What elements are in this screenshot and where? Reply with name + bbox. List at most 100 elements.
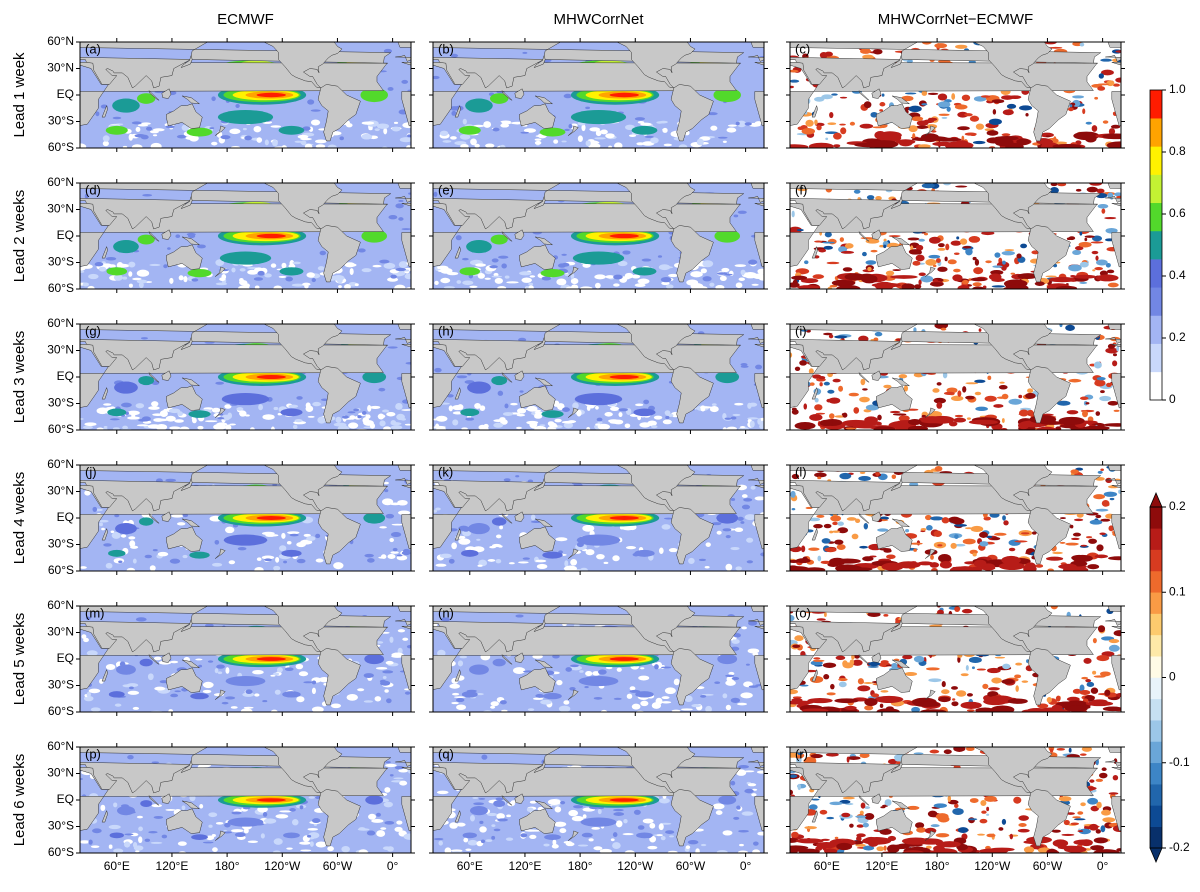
land [166,103,203,129]
field-blob [740,692,753,699]
field-blob [547,421,555,427]
field-blob [790,144,809,148]
field-blob [1040,132,1054,138]
field-blob [532,697,544,700]
field-blob [190,692,209,700]
field-blob [525,408,537,411]
field-blob [404,273,411,280]
field-blob [1097,470,1103,474]
field-blob [863,682,874,684]
field-blob [102,427,108,430]
field-blob [237,547,247,551]
field-blob [85,616,91,620]
field-blob [617,260,628,267]
field-blob [1070,469,1079,474]
field-blob [933,264,937,268]
field-blob [969,115,980,122]
field-blob [485,143,495,148]
field-blob [828,334,834,339]
field-blob [256,233,286,239]
lon-tick-label: 120°W [264,859,301,873]
field-blob [642,818,654,824]
field-blob [132,277,142,281]
row-label: Lead 6 weeks [11,754,28,847]
field-blob [552,654,560,659]
map-panel [790,324,1121,430]
land [214,125,226,136]
field-blob [455,698,465,703]
field-blob [829,413,835,420]
field-blob [205,420,218,423]
field-blob [848,567,873,571]
field-blob [275,814,289,819]
field-blob [101,527,105,531]
field-blob [1036,426,1057,430]
field-blob [1107,282,1119,288]
field-blob [1050,183,1058,187]
field-blob [243,828,249,834]
field-blob [526,420,539,425]
field-blob [678,144,688,148]
field-blob [829,284,838,288]
land [180,54,193,69]
field-blob [132,841,138,848]
field-blob [941,681,946,688]
field-blob [96,407,109,415]
field-blob [1106,269,1115,274]
field-blob [116,664,136,675]
field-blob [254,566,264,571]
land [401,485,411,550]
field-blob [298,671,309,677]
field-blob [541,276,552,281]
field-blob [346,694,358,701]
field-blob [1008,547,1016,552]
field-blob [833,132,842,140]
panel-label: (l) [795,464,807,479]
field-blob [459,134,471,140]
field-blob [499,700,507,705]
field-blob [820,560,831,564]
land [567,548,579,559]
field-blob [879,516,889,520]
land [1111,62,1121,127]
field-blob [462,118,467,125]
panel-label: (a) [85,41,101,56]
field-blob [144,838,151,842]
field-blob [853,424,881,429]
field-blob [312,401,322,407]
field-blob [120,534,127,538]
field-blob [358,827,366,830]
field-blob [552,839,557,846]
field-blob [529,800,537,804]
field-blob [344,284,351,289]
field-blob [371,819,384,823]
field-blob [937,544,943,547]
field-blob [650,137,659,144]
field-blob [149,130,159,134]
field-blob [863,522,869,530]
field-blob [347,411,356,414]
field-blob [740,269,746,276]
field-blob [883,244,887,249]
field-blob [142,194,153,197]
land [876,526,913,552]
field-blob [270,263,277,268]
field-blob [988,687,1000,691]
field-blob [584,686,589,689]
field-blob [792,696,802,699]
land [519,244,556,270]
field-blob [962,538,976,545]
map-panel [790,42,1121,148]
field-blob [1108,525,1114,532]
field-blob [354,283,359,287]
field-blob [743,498,753,502]
field-blob [937,93,948,101]
field-blob [390,422,402,426]
field-blob [791,409,799,415]
field-blob [1057,183,1067,187]
field-blob [404,691,411,695]
land [395,42,411,62]
field-blob [930,516,944,521]
land [1190,655,1200,665]
field-blob [451,542,457,550]
